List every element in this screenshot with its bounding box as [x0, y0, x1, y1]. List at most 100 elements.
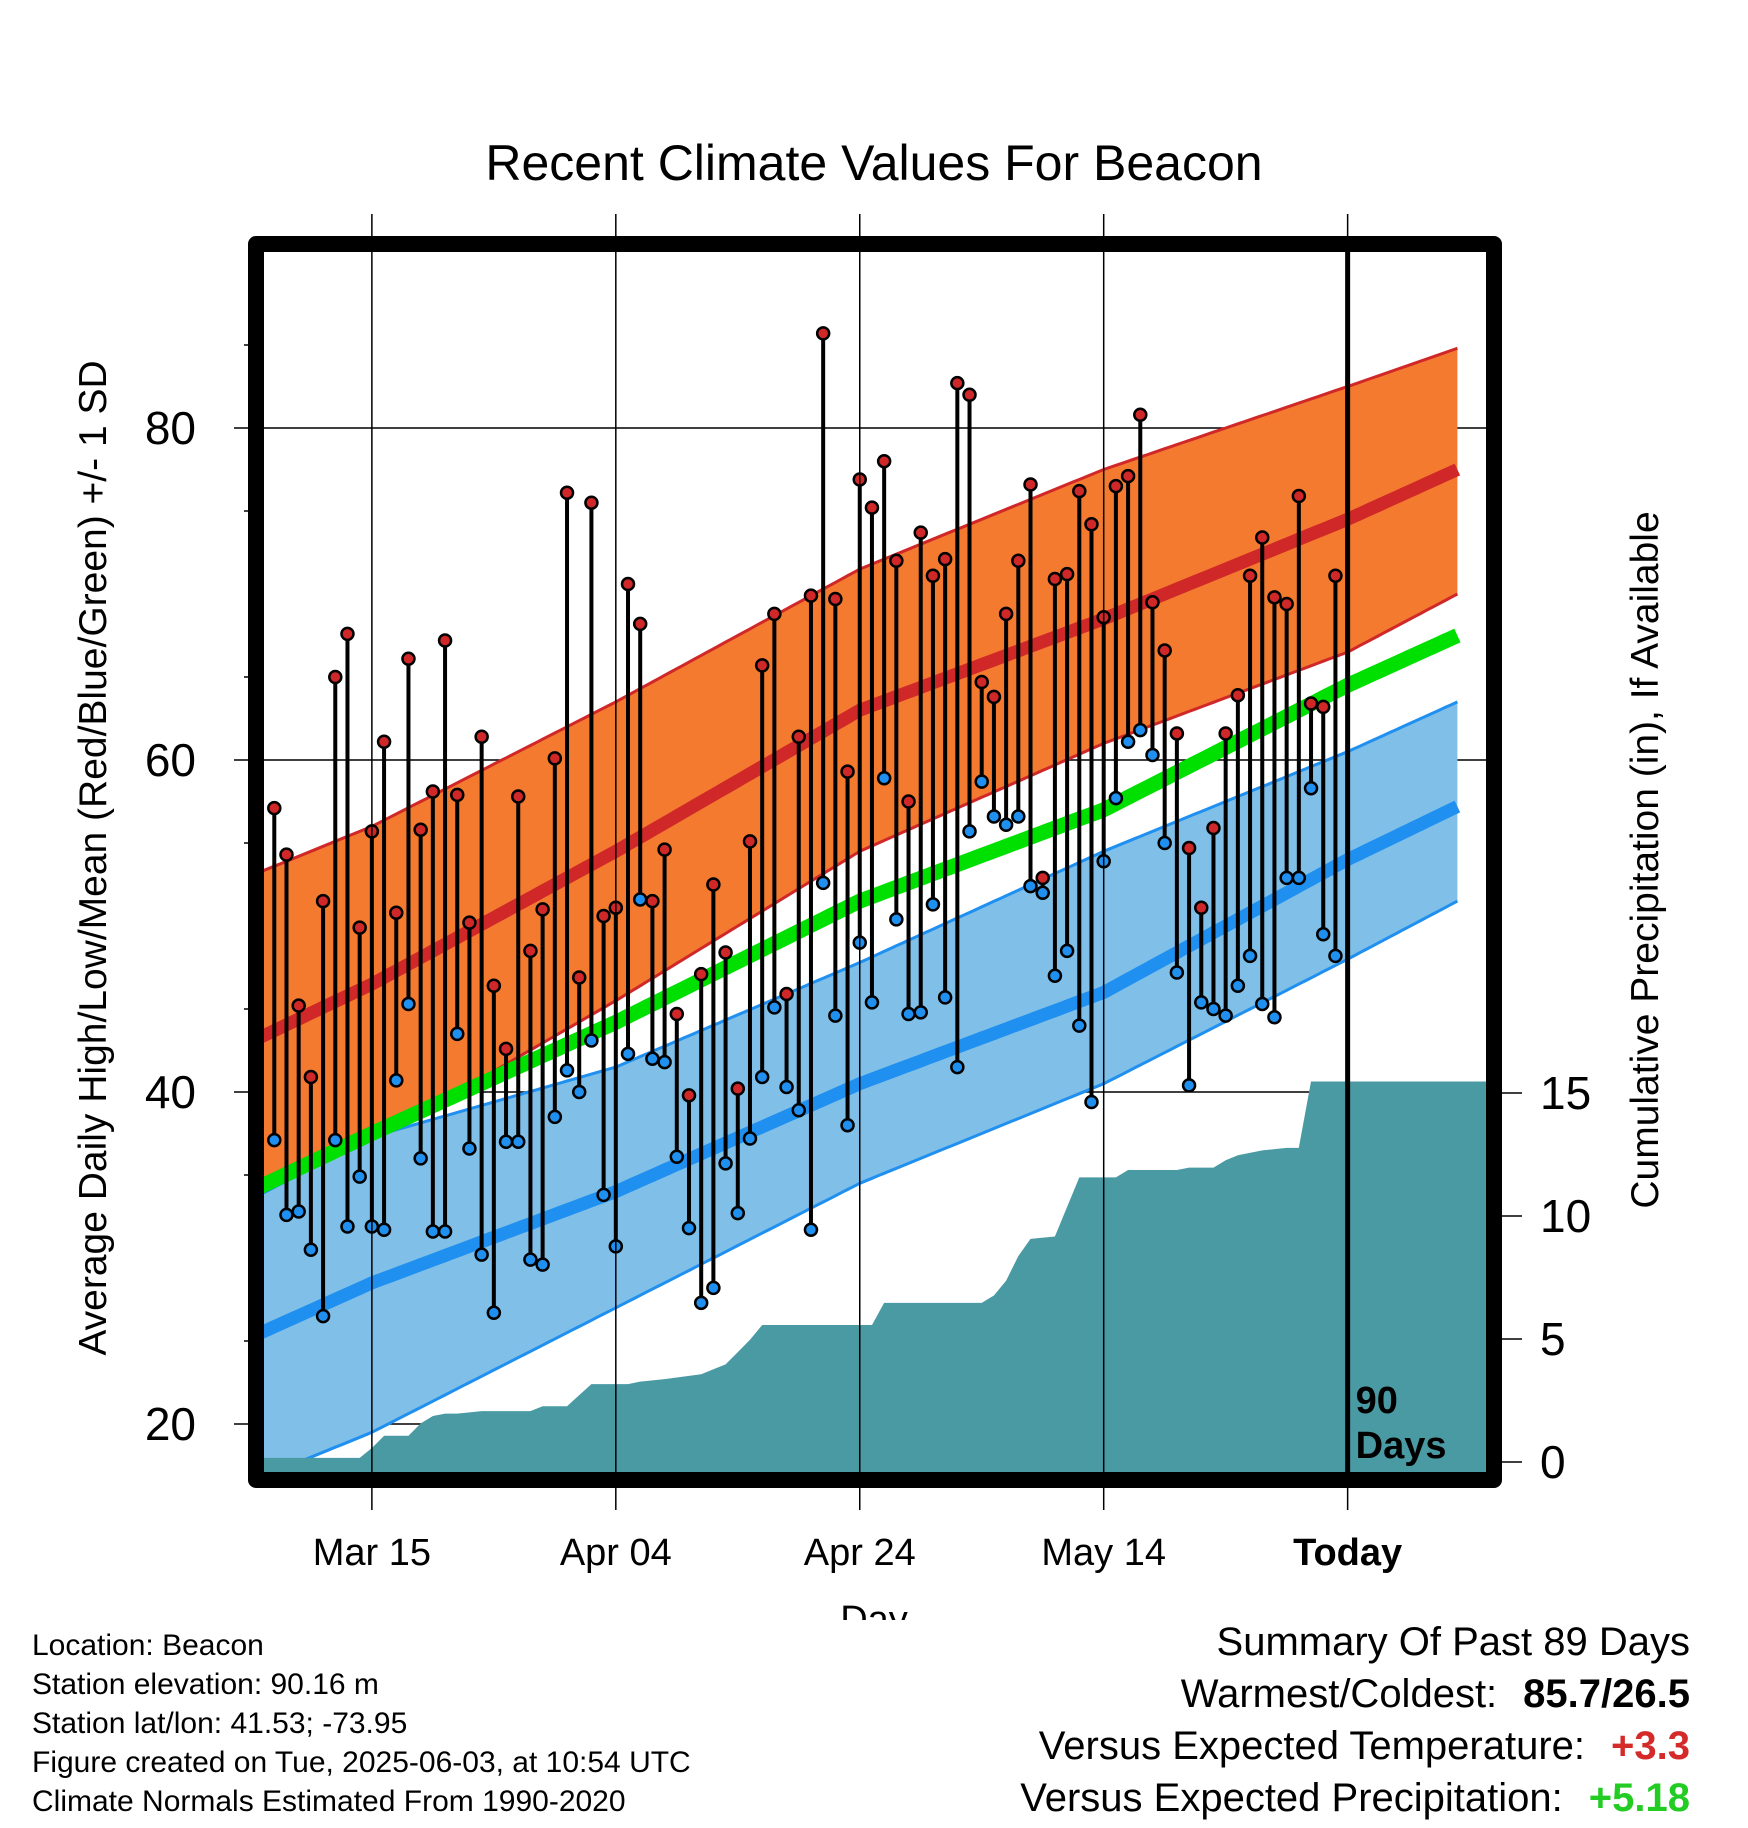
daily-low-point: [1328, 948, 1343, 964]
daily-high-point: [571, 970, 587, 985]
daily-high-point: [1023, 477, 1038, 492]
daily-high-point: [1157, 643, 1172, 658]
daily-low-point: [486, 1305, 502, 1321]
daily-high-point: [279, 847, 294, 862]
y2-axis-label: Cumulative Precipitation (in), If Availa…: [1624, 511, 1667, 1208]
daily-low-point: [1279, 870, 1294, 886]
climate-chart: Recent Climate Values For Beacon 90Days …: [72, 135, 1667, 1620]
plot-frame: [248, 236, 1502, 1488]
daily-low-point: [864, 995, 880, 1010]
daily-high-point: [413, 822, 428, 837]
daily-low-point: [693, 1295, 709, 1311]
x-axis-label: Day: [840, 1599, 908, 1620]
daily-high-point: [328, 669, 343, 685]
normal-low-line: [256, 800, 1461, 1343]
daily-low-point: [1035, 885, 1050, 901]
daily-high-point: [425, 784, 441, 799]
daily-low-point: [669, 1149, 685, 1164]
daily-high-point: [1328, 568, 1343, 583]
daily-low-point: [559, 1063, 575, 1078]
daily-high-point: [889, 553, 904, 569]
daily-high-point: [1303, 696, 1319, 711]
daily-low-point: [1011, 809, 1026, 824]
axes: 20 40 60 80 0 5 10 15 Mar 15 Apr 04 Apr 24 May 14 To…: [145, 214, 1591, 1574]
daily-low-point: [315, 1308, 331, 1324]
daily-low-point: [279, 1207, 294, 1223]
daily-low-point: [718, 1156, 733, 1171]
daily-low-point: [962, 824, 977, 839]
daily-low-point: [950, 1059, 965, 1075]
daily-low-point: [425, 1224, 441, 1239]
daily-high-point: [474, 729, 489, 745]
daily-low-point: [1120, 734, 1136, 749]
daily-high-point: [901, 794, 916, 809]
daily-high-point: [584, 495, 599, 510]
daily-low-point: [596, 1187, 611, 1203]
daily-low-point: [474, 1247, 489, 1262]
y-tick-label: 40: [145, 1066, 196, 1118]
daily-low-point: [1145, 747, 1160, 763]
summary-panel: Summary Of Past 89 Days Warmest/Coldest:…: [1020, 1616, 1690, 1824]
daily-low-point: [571, 1084, 587, 1100]
daily-low-point: [1291, 870, 1307, 886]
daily-high-point: [1291, 488, 1307, 504]
daily-high-point: [767, 606, 782, 622]
daily-low-point: [779, 1079, 794, 1095]
daily-high-point: [450, 787, 465, 803]
daily-low-point: [742, 1131, 758, 1146]
daily-high-point: [998, 606, 1014, 622]
daily-low-point: [1059, 943, 1075, 959]
daily-high-point: [730, 1081, 746, 1096]
daily-high-point: [1218, 726, 1233, 741]
summary-temp: Versus Expected Temperature: +3.3: [1020, 1720, 1690, 1772]
daily-high-point: [1279, 596, 1294, 612]
summary-warmest-coldest: Warmest/Coldest: 85.7/26.5: [1020, 1668, 1690, 1720]
daily-high-point: [596, 908, 611, 924]
daily-low-point: [1267, 1010, 1282, 1025]
chart-title: Recent Climate Values For Beacon: [485, 135, 1262, 191]
daily-high-point: [657, 842, 672, 857]
daily-high-point: [669, 1006, 685, 1022]
daily-low-point: [645, 1051, 660, 1067]
daily-high-point: [1133, 407, 1148, 422]
daily-low-point: [1181, 1078, 1197, 1093]
daily-low-point: [450, 1026, 465, 1042]
station-location: Location: Beacon: [32, 1629, 264, 1662]
daily-high-point: [706, 877, 721, 892]
daily-low-point: [791, 1103, 807, 1118]
daily-high-point: [401, 651, 416, 666]
daily-high-point: [1059, 566, 1075, 582]
climate-normals-source: Climate Normals Estimated From 1990-2020: [32, 1785, 626, 1818]
daily-high-point: [645, 893, 660, 909]
daily-low-point: [876, 771, 892, 786]
daily-low-point: [376, 1222, 392, 1238]
daily-high-point: [681, 1088, 697, 1103]
y2-tick-label: 10: [1540, 1190, 1591, 1242]
daily-high-point: [718, 945, 733, 960]
y-tick-label: 60: [145, 734, 196, 786]
x-tick-label: Apr 24: [804, 1532, 916, 1574]
daily-low-point: [632, 892, 648, 907]
daily-high-point: [486, 978, 502, 994]
daily-high-point: [803, 588, 819, 603]
y2-tick-label: 5: [1540, 1313, 1566, 1365]
daily-low-point: [998, 817, 1014, 832]
daily-high-point: [498, 1041, 514, 1057]
daily-high-point: [1242, 568, 1258, 583]
daily-low-point: [510, 1134, 526, 1150]
daily-high-point: [937, 551, 953, 567]
daily-high-point: [742, 834, 758, 849]
daily-high-point: [376, 734, 392, 749]
daily-low-point: [937, 990, 953, 1005]
daily-high-point: [1181, 840, 1197, 856]
daily-low-point: [1303, 780, 1319, 796]
x-tick-label: Mar 15: [313, 1532, 431, 1574]
normal-high-line: [256, 463, 1461, 1047]
daily-low-point: [437, 1224, 453, 1239]
daily-high-point: [913, 525, 928, 540]
daily-low-point: [974, 774, 989, 789]
daily-low-point: [828, 1008, 843, 1023]
daily-low-point: [803, 1222, 819, 1238]
daily-low-point: [352, 1169, 367, 1184]
daily-high-point: [1011, 553, 1026, 569]
